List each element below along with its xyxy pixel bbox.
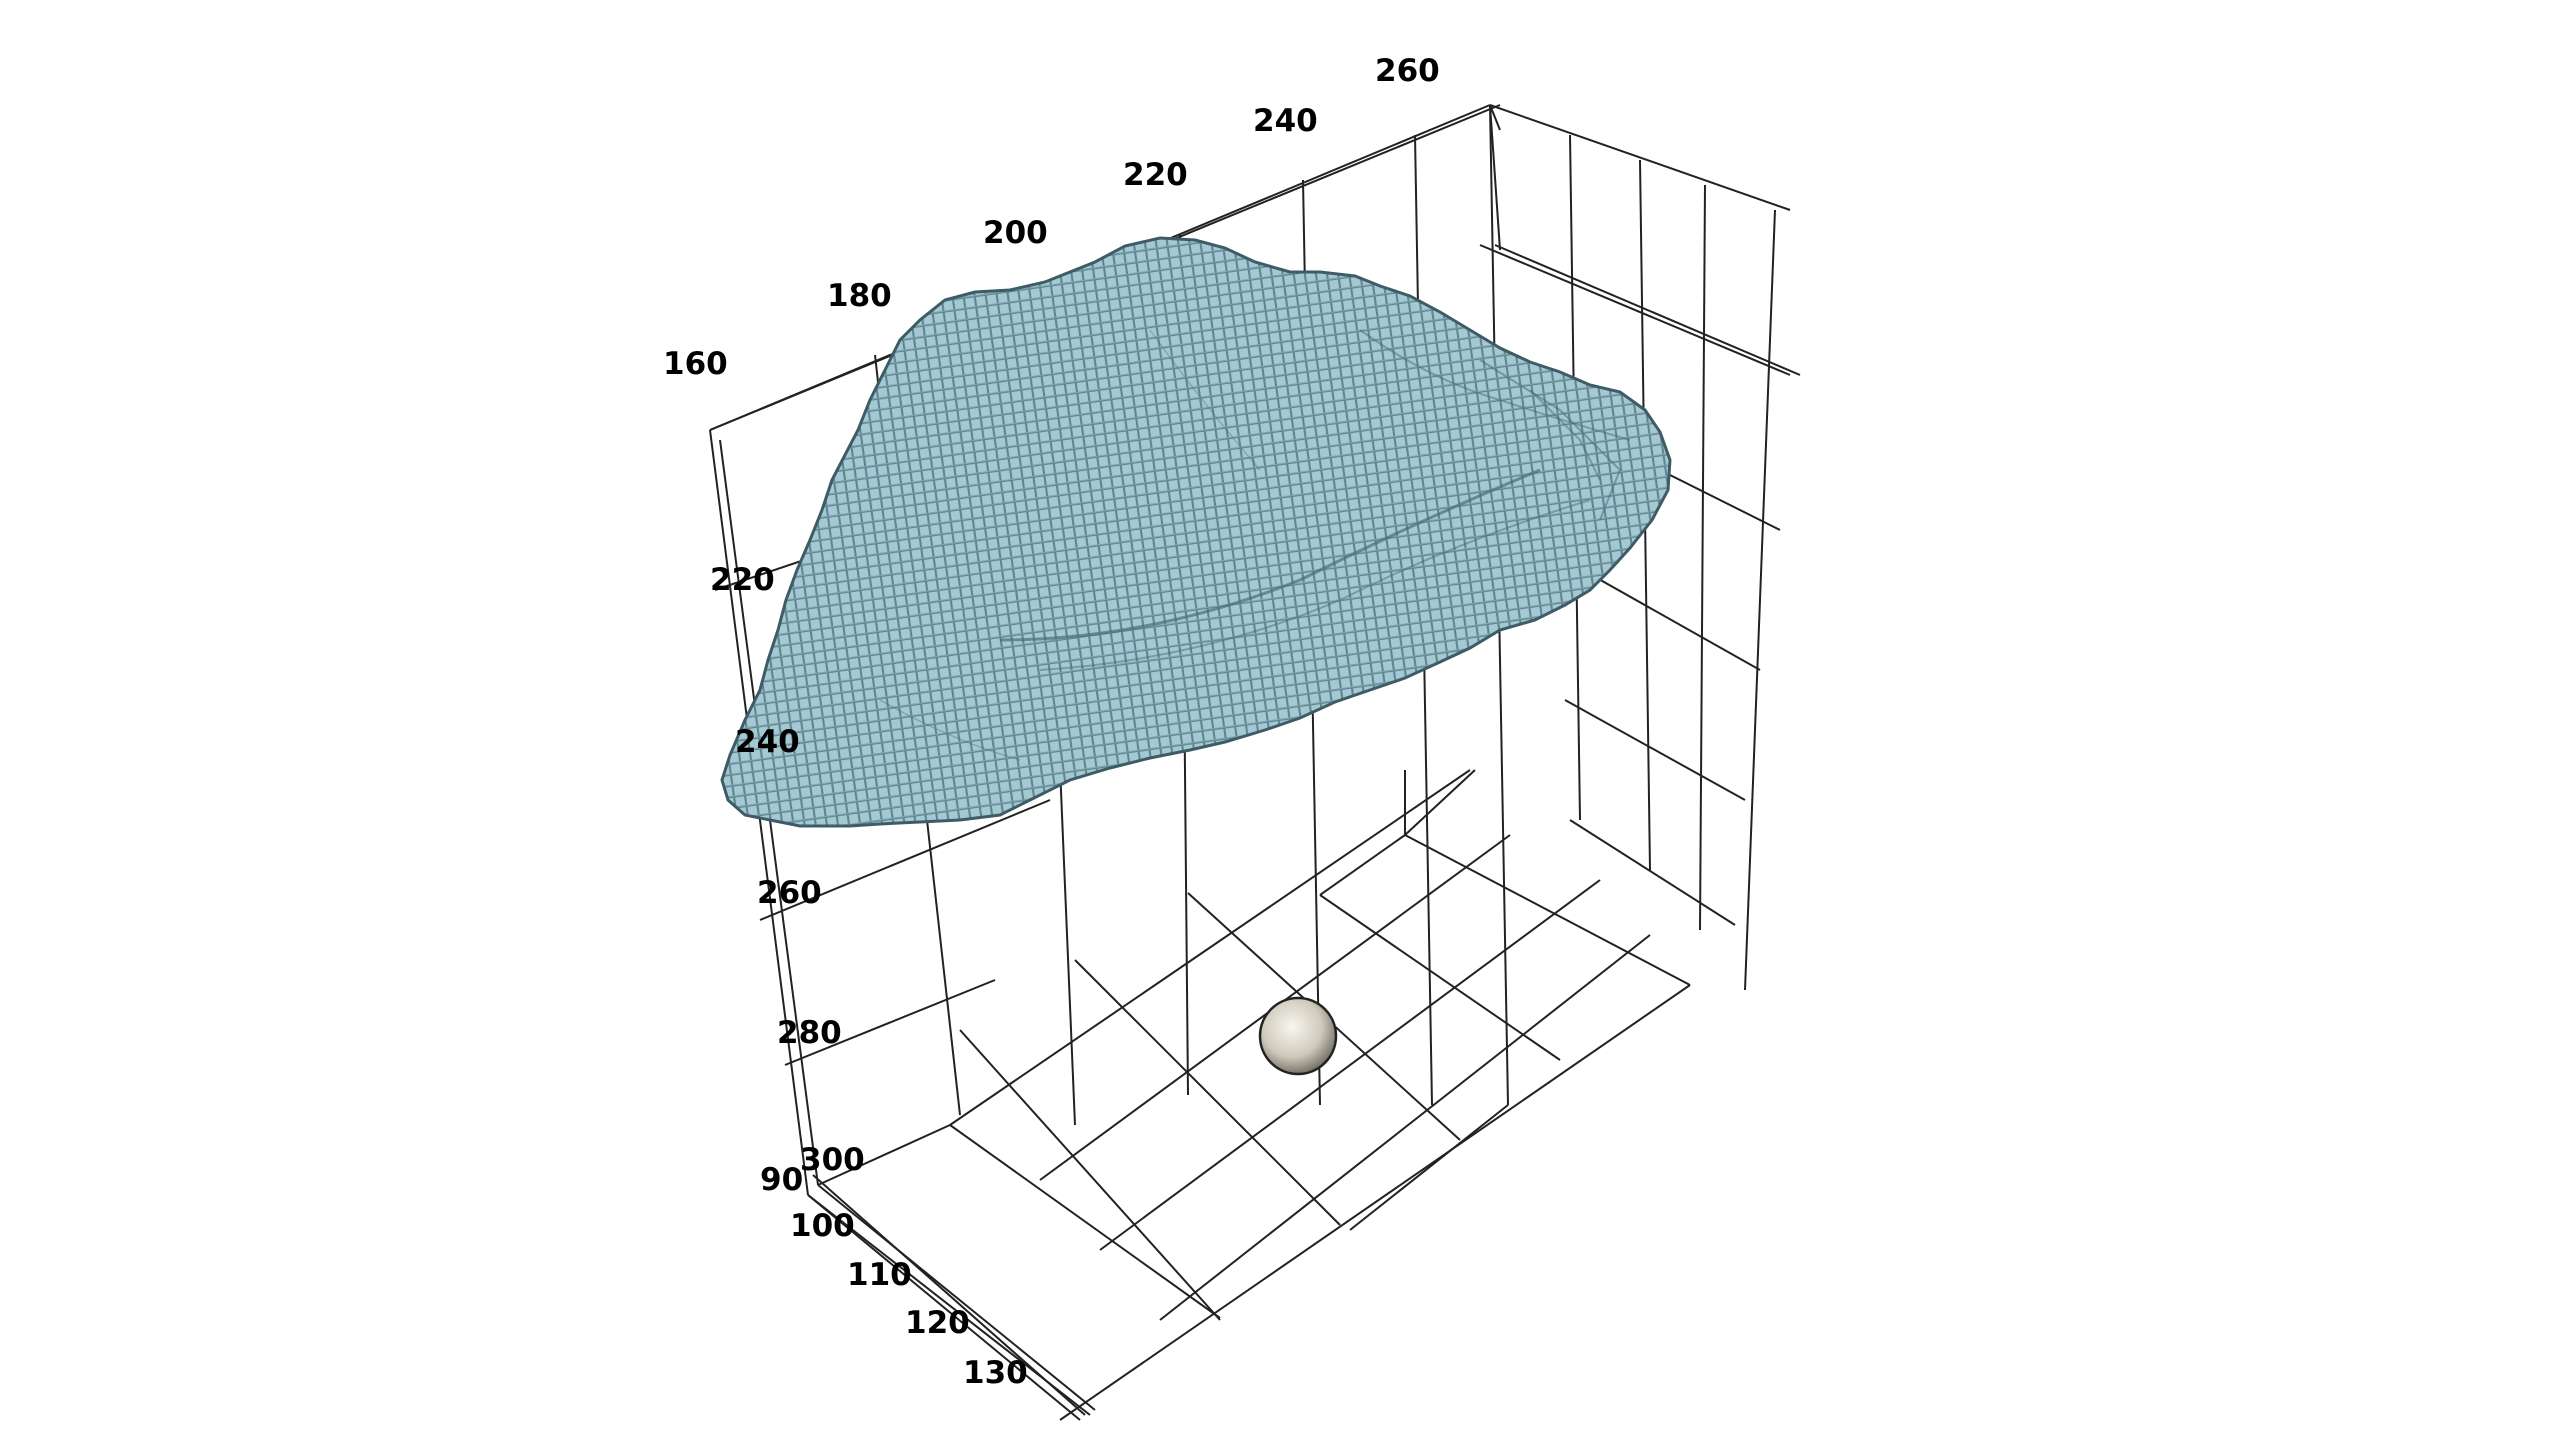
marker-sphere[interactable] <box>1258 996 1338 1076</box>
top-axis-tick: 240 <box>1253 103 1318 139</box>
top-axis-tick: 200 <box>983 215 1048 251</box>
depth-axis-tick: 120 <box>905 1305 970 1341</box>
vertical-axis-tick: 220 <box>710 562 775 598</box>
vertical-axis-tick: 260 <box>757 875 822 911</box>
vertical-axis-tick: 300 <box>800 1142 865 1178</box>
top-axis-tick: 160 <box>663 346 728 382</box>
depth-axis-tick: 100 <box>790 1208 855 1244</box>
vertical-axis-tick: 280 <box>777 1015 842 1051</box>
vertical-axis-tick: 240 <box>735 724 800 760</box>
top-axis-ticks: 160 180 200 220 240 260 <box>663 53 1440 382</box>
depth-axis-tick: 110 <box>847 1257 912 1293</box>
depth-axis-tick: 130 <box>963 1355 1028 1391</box>
voxel-blob <box>720 236 1672 828</box>
top-axis-tick: 260 <box>1375 53 1440 89</box>
top-axis-tick: 220 <box>1123 157 1188 193</box>
depth-axis-tick: 90 <box>760 1162 803 1198</box>
vertical-axis-ticks: 220 240 260 280 300 <box>710 562 865 1178</box>
top-axis-tick: 180 <box>827 278 892 314</box>
depth-axis-ticks: 90 100 110 120 130 <box>760 1162 1028 1391</box>
